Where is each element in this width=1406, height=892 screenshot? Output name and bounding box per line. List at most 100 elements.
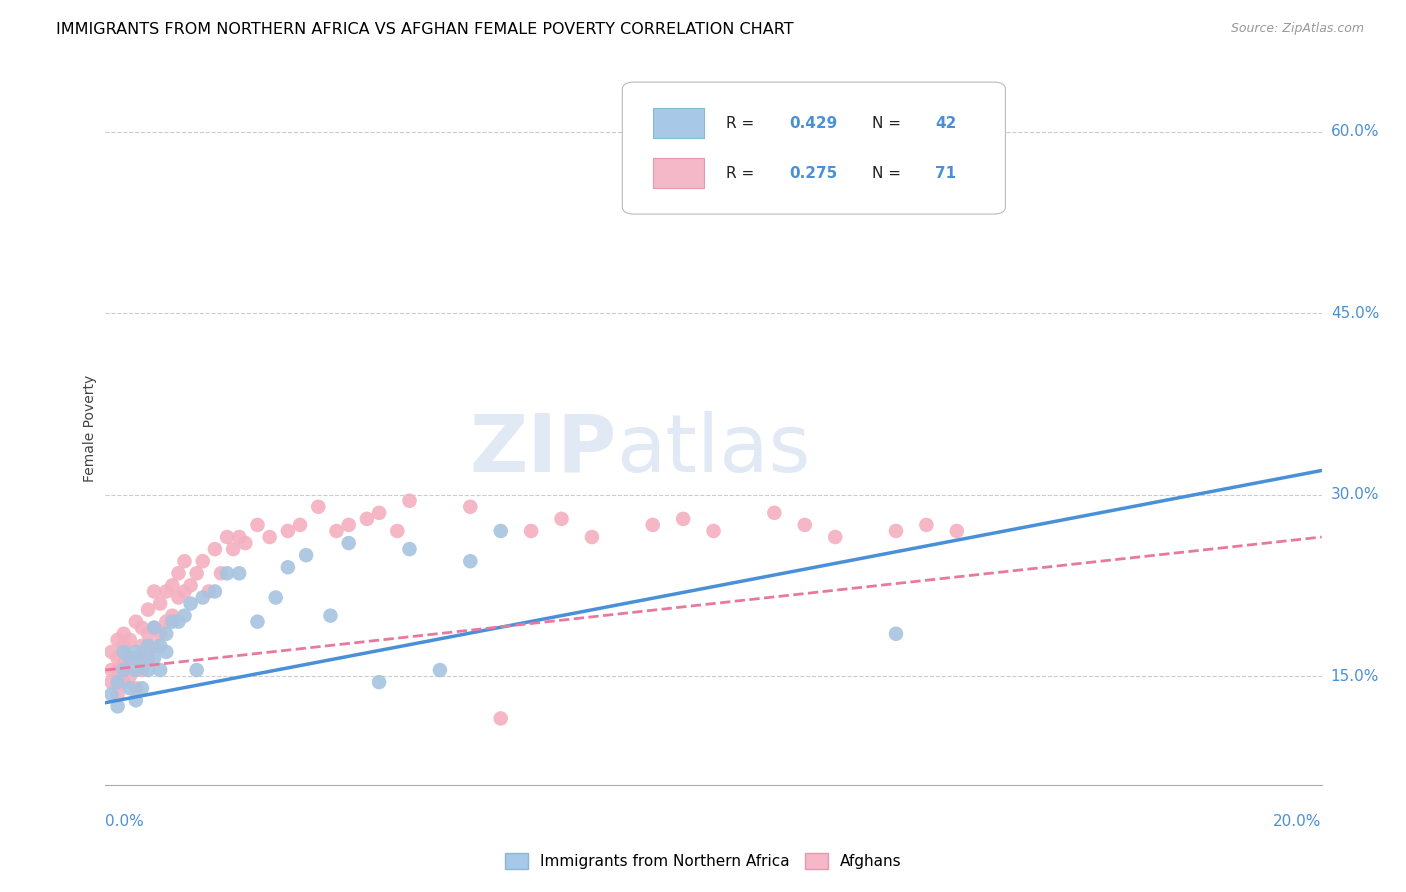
Text: IMMIGRANTS FROM NORTHERN AFRICA VS AFGHAN FEMALE POVERTY CORRELATION CHART: IMMIGRANTS FROM NORTHERN AFRICA VS AFGHA… <box>56 22 794 37</box>
Point <box>143 621 166 635</box>
Point <box>112 675 135 690</box>
Point <box>149 639 172 653</box>
Text: 0.429: 0.429 <box>789 116 837 131</box>
FancyBboxPatch shape <box>652 159 704 188</box>
Point <box>702 524 725 538</box>
Point <box>387 524 409 538</box>
Text: 30.0%: 30.0% <box>1330 487 1379 502</box>
Point <box>191 591 214 605</box>
Text: 20.0%: 20.0% <box>1274 814 1322 829</box>
Point <box>143 639 166 653</box>
Point <box>136 639 159 653</box>
Point <box>763 506 786 520</box>
Point <box>112 627 135 641</box>
Point <box>264 591 287 605</box>
Point <box>277 560 299 574</box>
Point <box>107 663 129 677</box>
Point <box>118 632 141 647</box>
Point <box>118 651 141 665</box>
Point <box>945 524 967 538</box>
Point <box>136 663 159 677</box>
Point <box>824 530 846 544</box>
Point <box>458 554 481 568</box>
Point <box>131 621 153 635</box>
FancyBboxPatch shape <box>652 109 704 138</box>
Point <box>100 645 122 659</box>
Point <box>162 608 184 623</box>
Text: 60.0%: 60.0% <box>1330 124 1379 139</box>
Point <box>125 615 148 629</box>
Point <box>107 699 129 714</box>
Text: 15.0%: 15.0% <box>1330 669 1379 683</box>
Point <box>107 687 129 701</box>
Text: 45.0%: 45.0% <box>1330 306 1379 321</box>
Point <box>191 554 214 568</box>
Point <box>162 578 184 592</box>
Point <box>107 651 129 665</box>
Point <box>337 517 360 532</box>
Point <box>180 578 202 592</box>
Text: N =: N = <box>872 116 905 131</box>
Point <box>143 621 166 635</box>
Text: R =: R = <box>725 116 759 131</box>
Point <box>209 566 232 581</box>
Point <box>112 663 135 677</box>
Point <box>246 517 269 532</box>
Text: 0.275: 0.275 <box>789 166 837 181</box>
Point <box>131 651 153 665</box>
Point <box>100 687 122 701</box>
Point <box>319 608 342 623</box>
Point <box>155 645 177 659</box>
Point <box>672 512 695 526</box>
Text: ZIP: ZIP <box>470 410 616 489</box>
Point <box>337 536 360 550</box>
Point <box>288 517 311 532</box>
Point <box>228 530 250 544</box>
Point <box>217 566 239 581</box>
Point <box>277 524 299 538</box>
Text: 71: 71 <box>935 166 956 181</box>
Point <box>793 517 815 532</box>
Point <box>198 584 221 599</box>
Text: 0.0%: 0.0% <box>105 814 145 829</box>
Point <box>173 554 195 568</box>
Point <box>233 536 256 550</box>
Point <box>356 512 378 526</box>
Text: Source: ZipAtlas.com: Source: ZipAtlas.com <box>1230 22 1364 36</box>
Point <box>118 681 141 696</box>
Point <box>167 566 190 581</box>
Point <box>125 645 148 659</box>
Point <box>131 663 153 677</box>
Point <box>398 493 420 508</box>
Point <box>884 524 907 538</box>
Point <box>112 639 135 653</box>
Point <box>107 632 129 647</box>
Y-axis label: Female Poverty: Female Poverty <box>83 375 97 482</box>
Point <box>398 542 420 557</box>
Point <box>143 651 166 665</box>
Point <box>368 675 391 690</box>
Point <box>149 627 172 641</box>
Point <box>641 88 664 103</box>
Point <box>131 681 153 696</box>
Point <box>143 584 166 599</box>
Point <box>489 524 512 538</box>
Point <box>429 663 451 677</box>
Point <box>368 506 391 520</box>
Point <box>520 524 543 538</box>
Point <box>149 597 172 611</box>
Point <box>550 512 572 526</box>
Point <box>125 651 148 665</box>
Point <box>228 566 250 581</box>
Point <box>222 542 245 557</box>
Point <box>125 681 148 696</box>
Point <box>186 566 208 581</box>
Point <box>136 627 159 641</box>
Point <box>217 530 239 544</box>
FancyBboxPatch shape <box>623 82 1005 214</box>
Point <box>204 584 226 599</box>
Point <box>118 651 141 665</box>
Point <box>641 517 664 532</box>
Point <box>112 657 135 671</box>
Text: 42: 42 <box>935 116 956 131</box>
